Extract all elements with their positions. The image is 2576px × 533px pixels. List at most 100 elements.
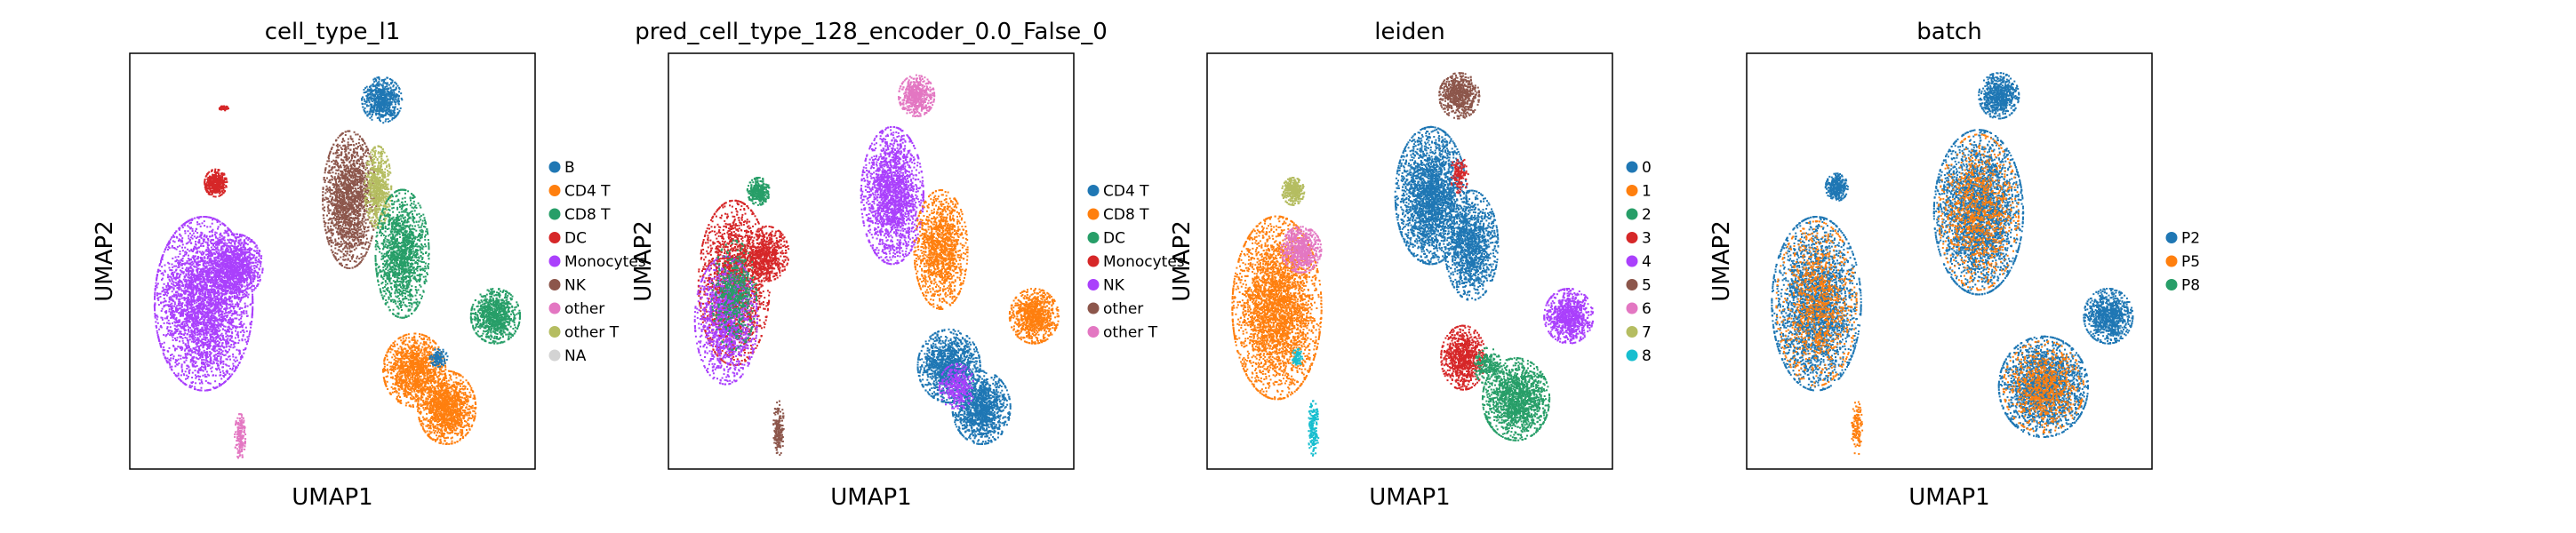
scatter-point bbox=[205, 289, 208, 291]
scatter-point bbox=[206, 341, 209, 343]
scatter-point bbox=[182, 271, 185, 274]
scatter-point bbox=[191, 281, 194, 283]
scatter-point bbox=[178, 298, 180, 300]
scatter-point bbox=[204, 290, 206, 293]
scatter-point bbox=[160, 302, 162, 305]
scatter-point bbox=[181, 290, 184, 292]
scatter-point bbox=[215, 329, 218, 331]
scatter-point bbox=[204, 362, 206, 365]
scatter-point bbox=[212, 251, 215, 254]
scatter-point bbox=[215, 362, 218, 365]
scatter-point bbox=[197, 307, 200, 309]
scatter-point bbox=[213, 280, 216, 282]
scatter-point bbox=[211, 340, 213, 342]
scatter-point bbox=[208, 364, 211, 367]
scatter-point bbox=[233, 292, 236, 295]
scatter-point bbox=[172, 307, 174, 310]
scatter-point bbox=[220, 241, 223, 243]
scatter-point bbox=[176, 277, 179, 280]
scatter-point bbox=[221, 290, 224, 293]
scatter-point bbox=[221, 191, 224, 194]
scatter-point bbox=[238, 326, 241, 329]
scatter-point bbox=[192, 294, 195, 297]
scatter-point bbox=[222, 301, 225, 304]
scatter-point bbox=[206, 330, 209, 333]
scatter-point bbox=[249, 323, 252, 326]
scatter-point bbox=[257, 273, 259, 275]
scatter-point bbox=[175, 306, 177, 309]
scatter-point bbox=[199, 277, 202, 280]
scatter-point bbox=[176, 329, 179, 330]
scatter-point bbox=[232, 285, 235, 288]
scatter-point bbox=[225, 185, 228, 187]
scatter-point bbox=[225, 302, 228, 305]
scatter-point bbox=[215, 286, 218, 289]
scatter-point bbox=[228, 312, 230, 314]
scatter-point bbox=[244, 265, 247, 267]
scatter-point bbox=[179, 227, 181, 229]
scatter-point bbox=[205, 306, 208, 307]
scatter-point bbox=[248, 276, 251, 278]
scatter-point bbox=[245, 266, 248, 269]
scatter-point bbox=[224, 314, 227, 317]
scatter-point bbox=[183, 308, 186, 311]
scatter-point bbox=[180, 312, 183, 314]
scatter-point bbox=[192, 321, 195, 323]
scatter-point bbox=[155, 285, 157, 288]
scatter-point bbox=[224, 262, 227, 265]
scatter-point bbox=[205, 300, 208, 303]
scatter-point bbox=[171, 273, 172, 275]
scatter-point bbox=[208, 382, 211, 385]
scatter-point bbox=[220, 258, 222, 260]
scatter-point bbox=[197, 345, 200, 347]
scatter-point bbox=[206, 296, 209, 298]
scatter-point bbox=[243, 322, 245, 325]
scatter-point bbox=[185, 322, 188, 325]
scatter-point bbox=[229, 246, 232, 249]
scatter-point bbox=[222, 338, 225, 341]
scatter-point bbox=[192, 270, 195, 273]
scatter-point bbox=[244, 292, 246, 295]
scatter-point bbox=[220, 245, 223, 248]
scatter-point bbox=[211, 299, 213, 302]
scatter-point bbox=[241, 339, 244, 342]
scatter-point bbox=[181, 302, 184, 305]
scatter-point bbox=[233, 245, 236, 248]
scatter-point bbox=[196, 353, 199, 355]
scatter-point bbox=[180, 354, 182, 357]
scatter-point bbox=[180, 270, 183, 273]
scatter-point bbox=[205, 324, 208, 327]
scatter-point bbox=[232, 251, 235, 254]
scatter-point bbox=[180, 239, 182, 242]
scatter-point bbox=[183, 322, 186, 325]
scatter-point bbox=[250, 282, 252, 284]
scatter-point bbox=[244, 289, 247, 291]
scatter-point bbox=[208, 184, 211, 187]
scatter-point bbox=[208, 309, 210, 311]
scatter-point bbox=[191, 230, 194, 232]
scatter-point bbox=[210, 352, 212, 354]
scatter-point bbox=[211, 251, 213, 254]
scatter-point bbox=[186, 346, 188, 349]
scatter-point bbox=[178, 284, 180, 287]
scatter-point bbox=[167, 292, 170, 295]
scatter-point bbox=[196, 269, 199, 272]
scatter-point bbox=[184, 349, 186, 352]
scatter-point bbox=[216, 320, 219, 322]
scatter-point bbox=[245, 261, 248, 264]
scatter-point bbox=[189, 285, 192, 288]
scatter-point bbox=[238, 274, 241, 276]
scatter-point bbox=[257, 279, 260, 282]
scatter-point bbox=[215, 345, 218, 347]
scatter-point bbox=[196, 311, 199, 313]
scatter-point bbox=[234, 265, 236, 267]
scatter-point bbox=[252, 241, 255, 243]
scatter-point bbox=[177, 294, 180, 297]
scatter-point bbox=[185, 308, 188, 311]
scatter-point bbox=[167, 243, 169, 245]
scatter-point bbox=[232, 256, 235, 259]
scatter-point bbox=[185, 298, 188, 299]
scatter-point bbox=[218, 278, 220, 280]
scatter-point bbox=[207, 322, 210, 324]
scatter-point bbox=[208, 183, 211, 186]
